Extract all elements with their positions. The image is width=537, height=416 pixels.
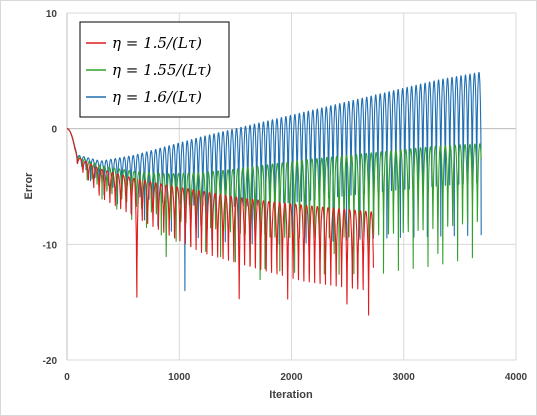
gridlines	[66, 12, 517, 361]
y-tick-label: -10	[43, 240, 58, 251]
legend-item-series-3: η = 1.6/(Lτ)	[86, 88, 202, 106]
legend-label-series-3: η = 1.6/(Lτ)	[112, 88, 202, 106]
series-group	[66, 71, 482, 316]
y-tick-label: 10	[46, 9, 58, 20]
y-axis-title: Error	[23, 172, 35, 200]
legend: η = 1.5/(Lτ) η = 1.55/(Lτ) η = 1.6/(Lτ)	[79, 21, 230, 118]
x-tick-label: 4000	[505, 372, 528, 383]
tick-labels: 0 1000 2000 3000 4000 -20 -10 0 10	[43, 9, 528, 383]
legend-label-series-1: η = 1.5/(Lτ)	[112, 34, 202, 52]
series-line-1	[66, 128, 374, 316]
x-axis-title: Iteration	[269, 389, 313, 401]
legend-item-series-2: η = 1.55/(Lτ)	[86, 61, 212, 79]
series-line-2	[66, 128, 482, 281]
legend-label-series-2: η = 1.55/(Lτ)	[112, 61, 212, 79]
x-tick-label: 0	[64, 372, 70, 383]
series-line-3	[66, 71, 482, 292]
y-tick-label: -20	[43, 356, 58, 367]
legend-item-series-1: η = 1.5/(Lτ)	[86, 34, 202, 52]
y-tick-label: 0	[51, 125, 57, 136]
x-tick-label: 3000	[393, 372, 416, 383]
x-tick-label: 1000	[168, 372, 191, 383]
x-tick-label: 2000	[280, 372, 303, 383]
